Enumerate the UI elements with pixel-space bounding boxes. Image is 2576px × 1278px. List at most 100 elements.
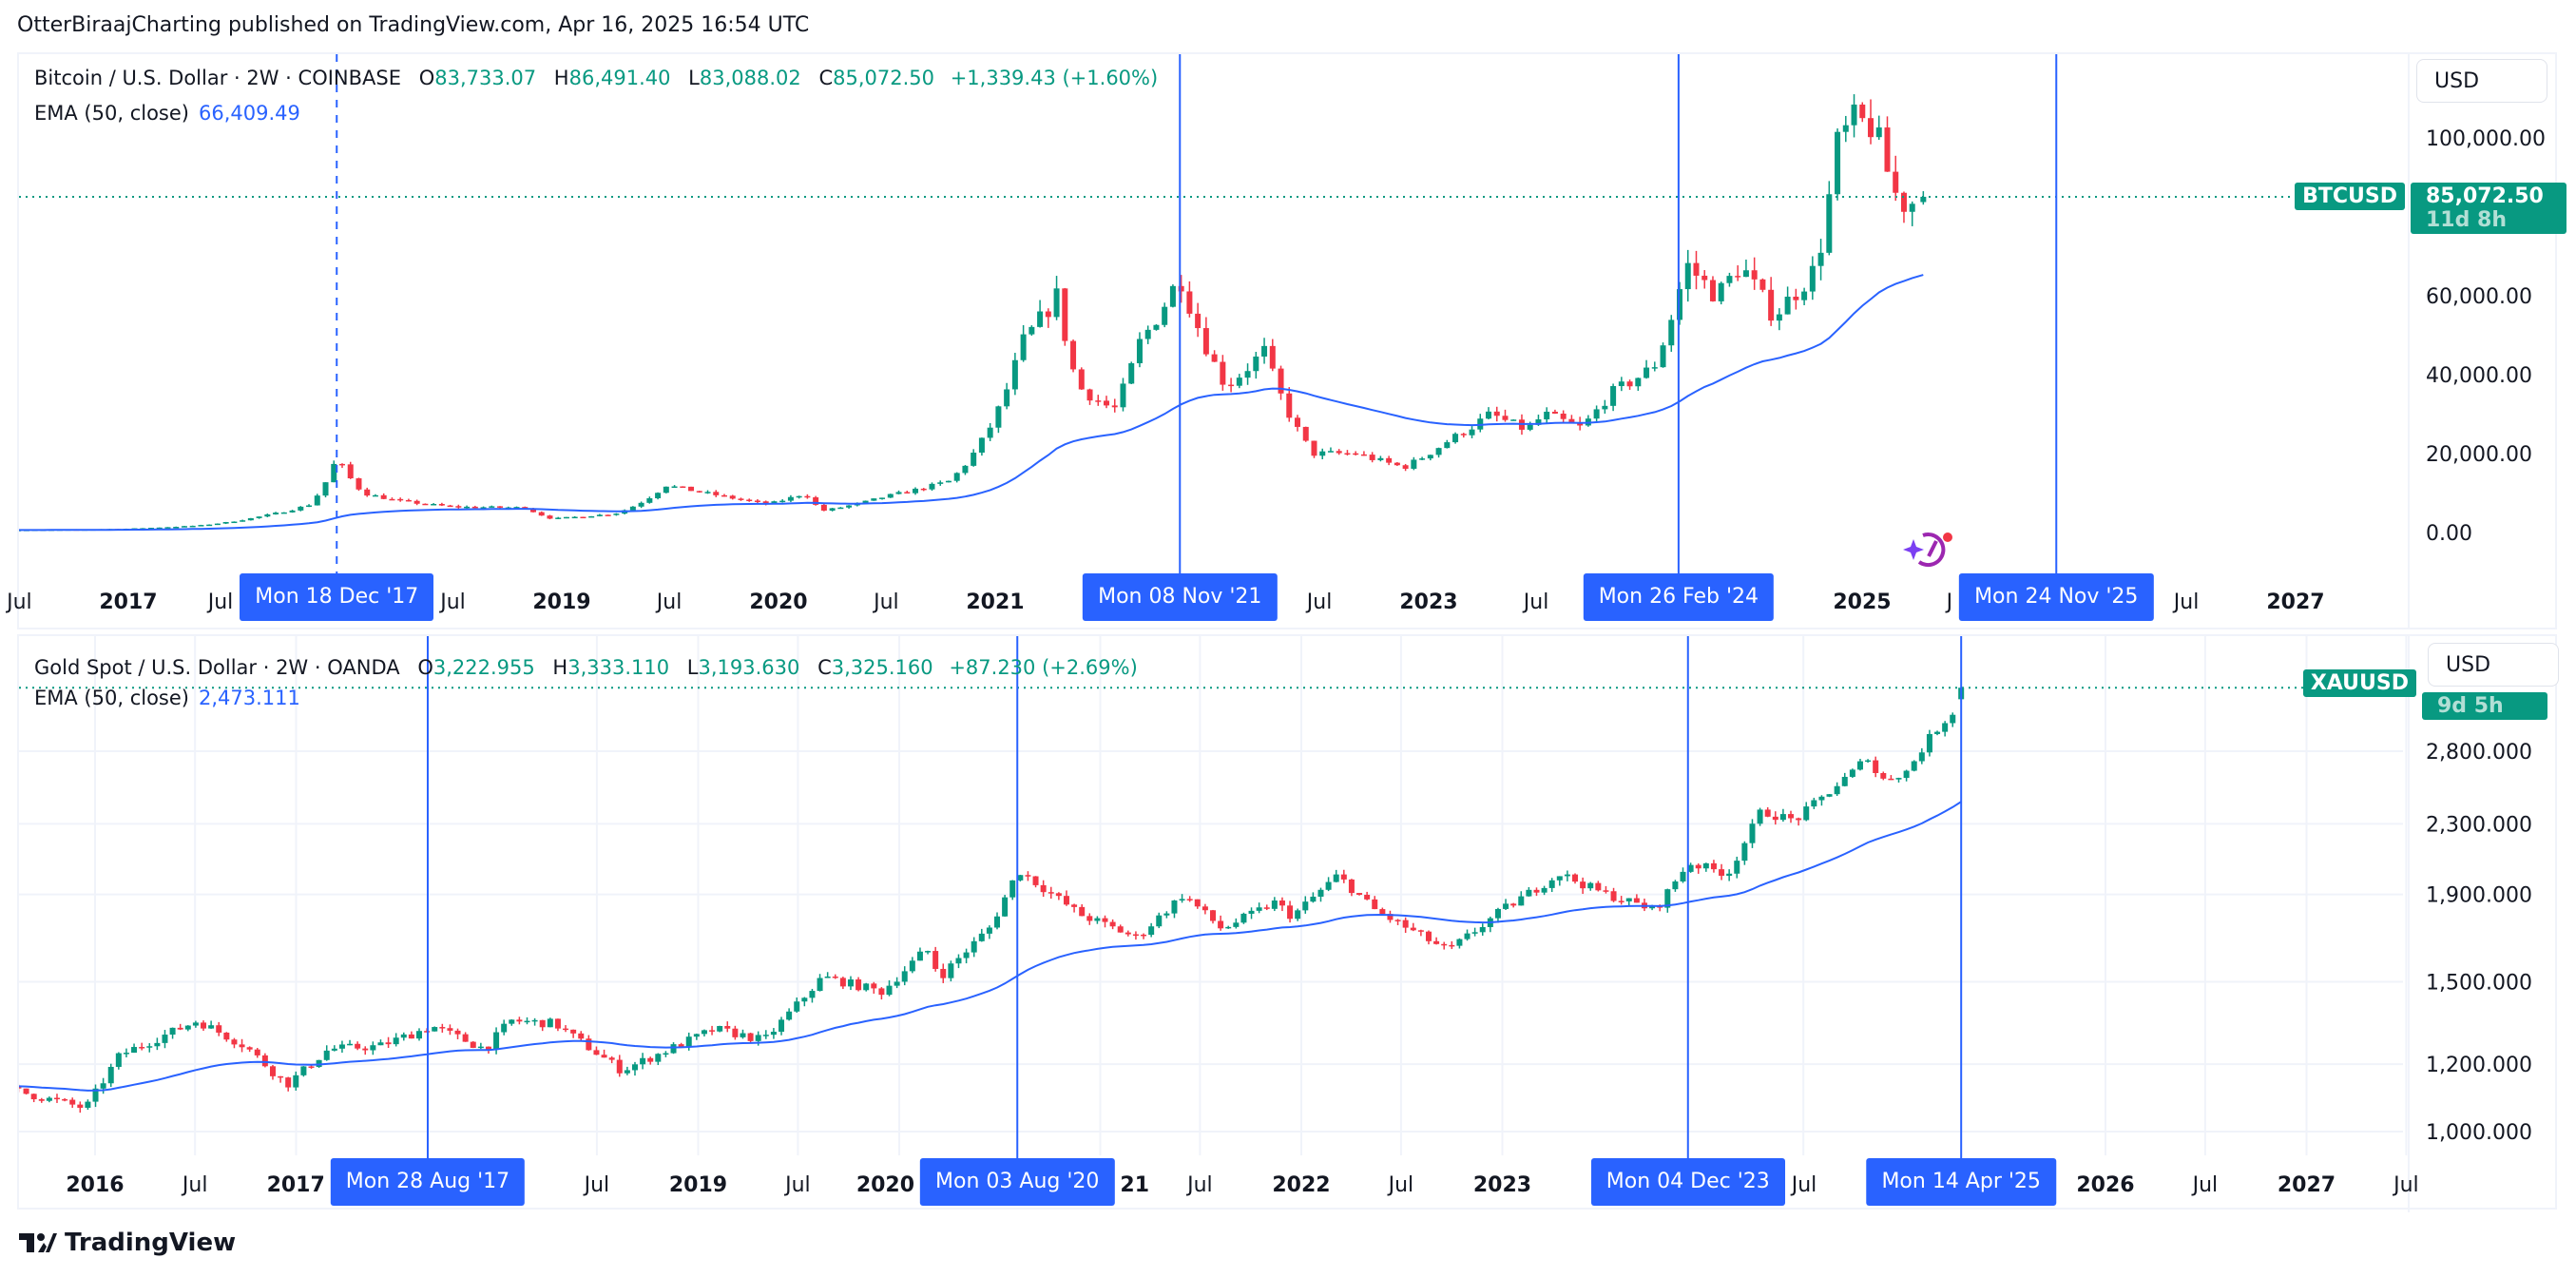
close-value: 85,072.50 <box>833 67 935 89</box>
candle-up <box>862 500 869 503</box>
candle-down <box>1186 899 1193 900</box>
candle-up <box>300 1066 307 1075</box>
candle-down <box>1394 462 1400 466</box>
candle-up <box>293 1075 299 1088</box>
candle-down <box>1218 920 1224 929</box>
candle-up <box>1776 314 1782 321</box>
candle-down <box>1109 921 1116 927</box>
time-axis-label: Jul <box>181 1173 208 1197</box>
time-axis-label: 2021 <box>966 591 1024 614</box>
candle-down <box>839 978 846 987</box>
candle-up <box>1148 926 1155 936</box>
candle-up <box>646 498 653 503</box>
candle-down <box>69 1099 76 1105</box>
candle-up <box>1909 203 1915 212</box>
candle-up <box>963 952 970 958</box>
gold-bar-countdown: 9d 5h <box>2437 694 2504 718</box>
candle-down <box>678 1044 684 1048</box>
candle-down <box>1372 899 1378 910</box>
candle-up <box>1817 252 1824 266</box>
candle-down <box>1211 354 1218 362</box>
candle-down <box>1278 900 1285 906</box>
candle-down <box>1040 884 1047 893</box>
candle-down <box>308 1066 315 1068</box>
candle-up <box>256 516 262 518</box>
candle-up <box>1153 324 1160 330</box>
candle-down <box>397 498 404 501</box>
candle-up <box>1486 411 1492 419</box>
candle-up <box>477 1046 484 1049</box>
candle-down <box>746 499 753 501</box>
candle-up <box>1811 800 1817 807</box>
ema-value: 2,473.111 <box>198 687 300 709</box>
candle-down <box>364 489 371 496</box>
candle-down <box>177 1027 183 1030</box>
candle-up <box>631 1064 638 1071</box>
candle-down <box>1900 192 1907 212</box>
notification-dot <box>1943 532 1952 542</box>
candle-down <box>904 492 911 494</box>
candle-up <box>8 1086 13 1088</box>
candle-up <box>464 506 471 509</box>
candle-up <box>0 530 5 532</box>
candle-up <box>925 951 932 953</box>
candle-down <box>680 486 686 489</box>
candle-up <box>685 1036 692 1048</box>
candle-down <box>1735 276 1741 278</box>
candle-up <box>1826 194 1833 253</box>
price-axis-label: 1,200.000 <box>2426 1054 2532 1077</box>
candle-down <box>1286 393 1293 418</box>
candle-up <box>501 1023 508 1033</box>
btc-legend-ema[interactable]: EMA (50, close) 66,409.49 <box>34 102 300 125</box>
candle-up <box>879 497 886 499</box>
candle-down <box>231 1039 238 1045</box>
high-label: H <box>552 656 568 679</box>
candle-up <box>829 508 836 511</box>
price-axis-label: 0.00 <box>2426 522 2472 546</box>
candle-up <box>1020 334 1027 360</box>
candle-down <box>239 1044 245 1048</box>
candle-up <box>480 507 487 509</box>
candle-down <box>385 1042 392 1045</box>
gold-legend-ema[interactable]: EMA (50, close) 2,473.111 <box>34 687 300 709</box>
gold-pane[interactable] <box>17 634 2557 1210</box>
candle-up <box>655 493 662 499</box>
candle-down <box>1379 909 1386 915</box>
candle-up <box>1660 345 1666 368</box>
tradingview-wordmark: TradingView <box>65 1229 237 1257</box>
candle-up <box>1742 270 1749 278</box>
candle-up <box>995 406 1002 428</box>
candle-down <box>438 503 445 506</box>
candle-down <box>878 988 885 996</box>
btc-pane[interactable] <box>17 52 2557 629</box>
time-axis-label: Jul <box>1522 591 1549 614</box>
gold-currency-button[interactable]: USD <box>2428 643 2559 687</box>
candle-up <box>1302 901 1309 911</box>
candle-up <box>1011 359 1018 390</box>
tradingview-logo[interactable]: TradingView <box>19 1229 236 1257</box>
btc-title: Bitcoin / U.S. Dollar · 2W · COINBASE <box>34 67 401 89</box>
candle-down <box>804 495 811 498</box>
btc-bar-countdown: 11d 8h <box>2426 208 2507 232</box>
candle-down <box>522 507 529 509</box>
low-value: 3,193.630 <box>698 656 800 679</box>
candle-down <box>1633 898 1640 903</box>
candle-up <box>1233 922 1240 927</box>
candle-up <box>701 1030 707 1035</box>
btc-currency-button[interactable]: USD <box>2416 59 2547 103</box>
btc-last-price: 85,072.50 <box>2426 184 2544 208</box>
candle-down <box>1186 291 1193 314</box>
candle-down <box>1353 453 1359 455</box>
time-axis-label: J <box>1945 591 1953 614</box>
time-axis-label: 2017 <box>99 591 157 614</box>
candle-down <box>1356 893 1363 895</box>
candle-up <box>280 512 287 514</box>
candle-up <box>1377 457 1384 460</box>
candle-up <box>1325 881 1332 890</box>
price-axis-label: 20,000.00 <box>2426 443 2532 467</box>
candle-up <box>1128 363 1135 384</box>
candle-up <box>1028 326 1035 335</box>
candle-down <box>1859 104 1866 119</box>
candle-down <box>554 1018 561 1029</box>
